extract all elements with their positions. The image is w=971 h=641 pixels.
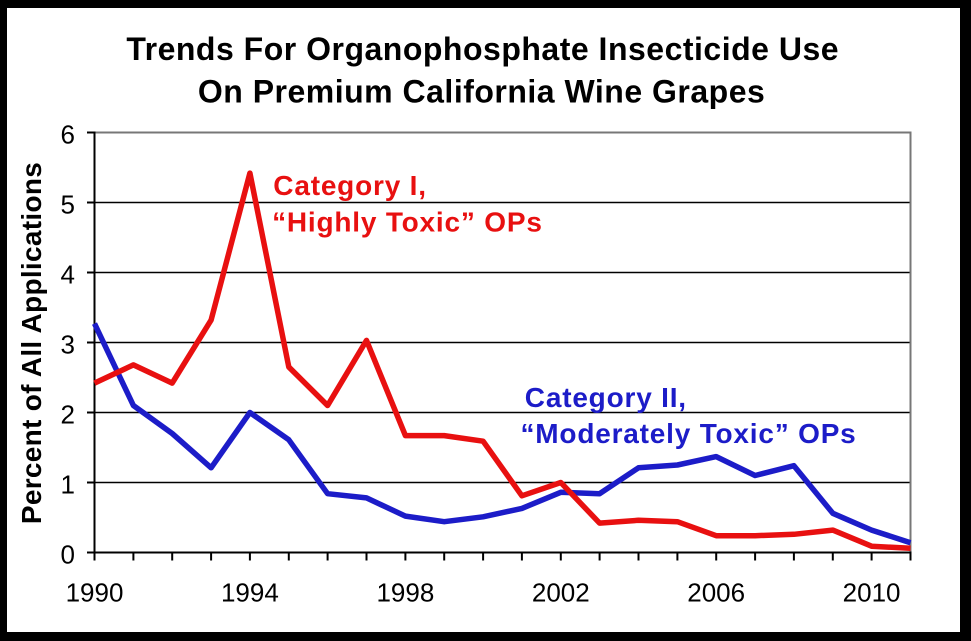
svg-text:6: 6: [61, 120, 75, 150]
svg-text:2010: 2010: [843, 578, 901, 608]
svg-text:“Moderately Toxic” OPs: “Moderately Toxic” OPs: [521, 418, 857, 449]
svg-text:On Premium California Wine Gra: On Premium California Wine Grapes: [198, 73, 765, 109]
svg-text:5: 5: [61, 190, 75, 220]
svg-text:0: 0: [61, 540, 75, 570]
svg-text:1: 1: [61, 470, 75, 500]
svg-text:1994: 1994: [221, 578, 279, 608]
svg-text:2002: 2002: [532, 578, 590, 608]
svg-text:1990: 1990: [66, 578, 124, 608]
svg-text:1998: 1998: [376, 578, 434, 608]
svg-text:3: 3: [61, 330, 75, 360]
svg-text:“Highly Toxic” OPs: “Highly Toxic” OPs: [272, 206, 543, 237]
svg-text:4: 4: [61, 260, 75, 290]
svg-text:2006: 2006: [687, 578, 745, 608]
svg-text:Category II,: Category II,: [525, 382, 687, 413]
svg-text:Percent of All Applications: Percent of All Applications: [16, 162, 47, 524]
svg-text:Category I,: Category I,: [273, 170, 427, 201]
svg-text:Trends For Organophosphate Ins: Trends For Organophosphate Insecticide U…: [126, 31, 839, 67]
svg-text:2: 2: [61, 400, 75, 430]
